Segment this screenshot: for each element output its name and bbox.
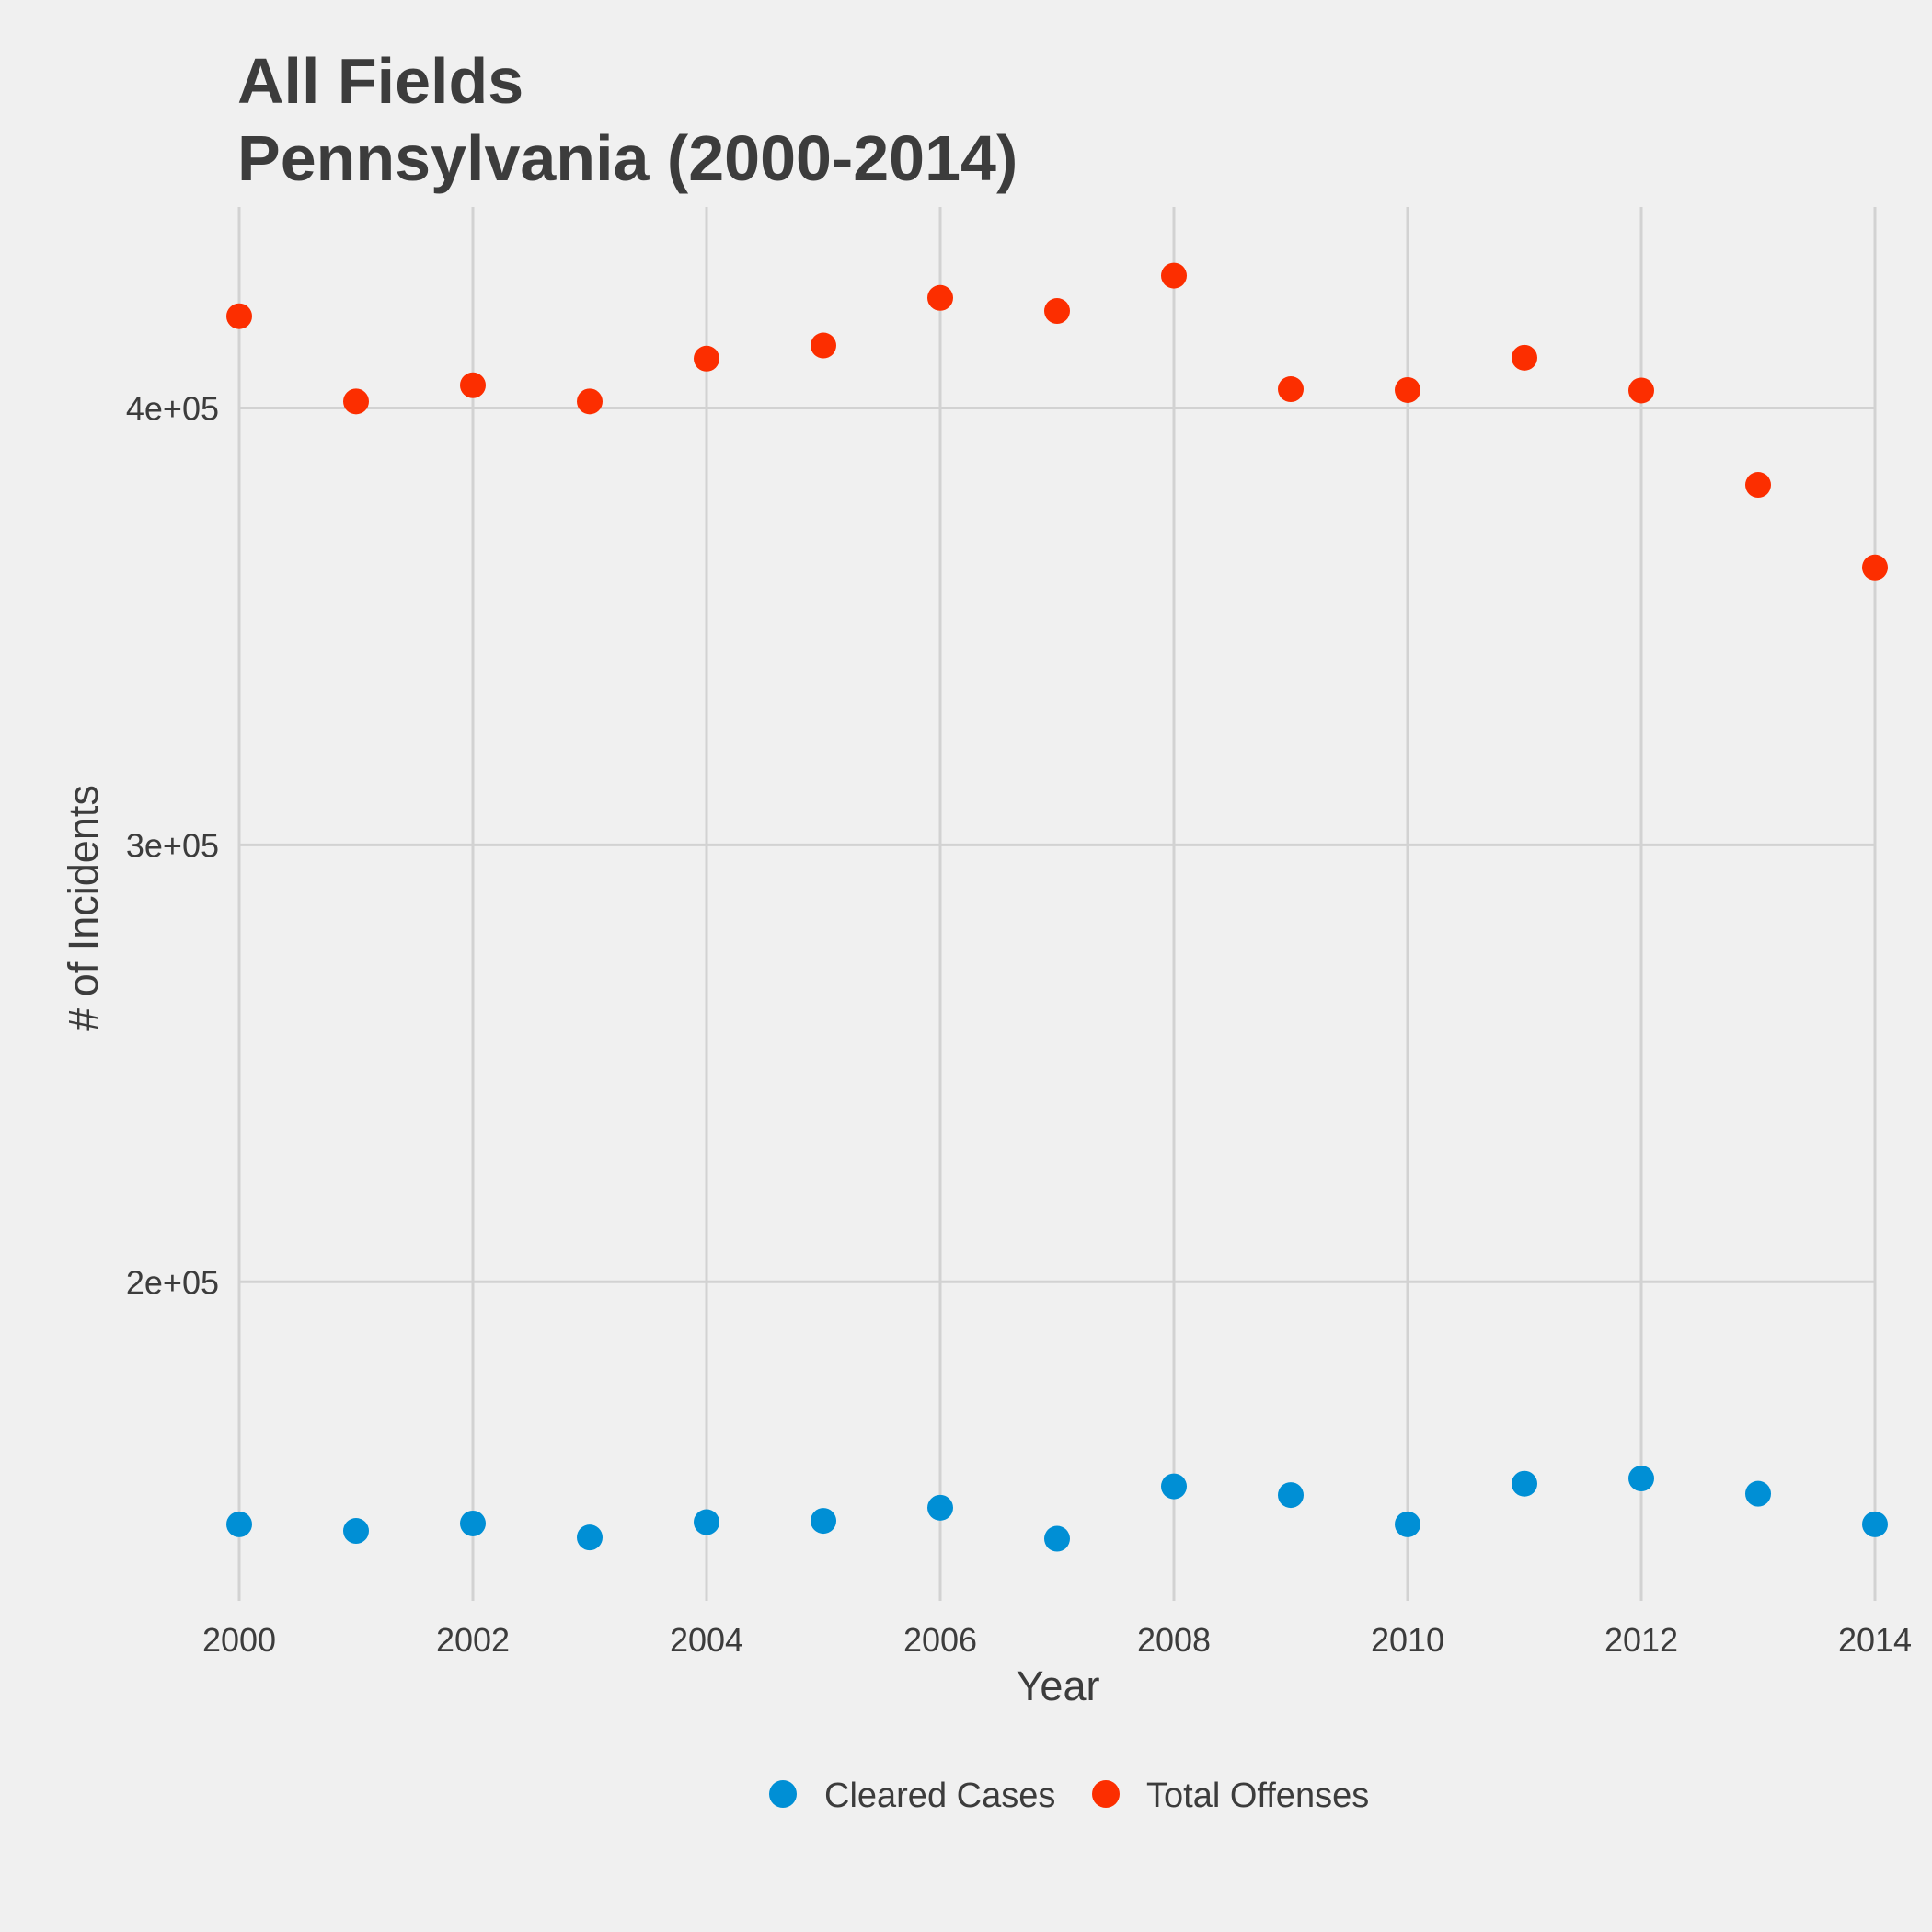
series-total-offenses <box>226 262 1888 581</box>
x-tick-label-2002: 2002 <box>436 1621 510 1659</box>
legend: Cleared Cases Total Offenses <box>769 1777 1369 1815</box>
point-total-offenses-2003 <box>577 388 603 415</box>
point-total-offenses-2006 <box>927 284 953 311</box>
x-axis-ticks: 2000 2002 2004 2006 2008 2010 2012 2014 <box>202 1621 1912 1659</box>
point-total-offenses-2001 <box>343 388 369 415</box>
point-cleared-cases-2007 <box>1044 1525 1070 1552</box>
point-cleared-cases-2002 <box>460 1510 486 1536</box>
legend-swatch-cleared-cases <box>769 1780 797 1808</box>
data-points <box>226 262 1888 1552</box>
point-cleared-cases-2001 <box>343 1518 369 1545</box>
x-tick-label-2010: 2010 <box>1371 1621 1444 1659</box>
y-axis-title: # of Incidents <box>60 785 107 1031</box>
series-cleared-cases <box>226 1466 1888 1552</box>
point-total-offenses-2012 <box>1628 377 1654 404</box>
point-cleared-cases-2009 <box>1278 1482 1304 1509</box>
point-total-offenses-2013 <box>1745 472 1771 499</box>
point-total-offenses-2002 <box>460 372 486 398</box>
y-tick-label-200000: 2e+05 <box>126 1263 219 1301</box>
legend-label-cleared-cases: Cleared Cases <box>824 1777 1055 1815</box>
point-cleared-cases-2013 <box>1745 1480 1771 1507</box>
point-cleared-cases-2004 <box>694 1509 719 1535</box>
x-tick-label-2006: 2006 <box>903 1621 977 1659</box>
point-total-offenses-2010 <box>1395 376 1420 403</box>
x-tick-label-2000: 2000 <box>202 1621 276 1659</box>
point-total-offenses-2005 <box>811 332 836 359</box>
point-total-offenses-2009 <box>1278 376 1304 403</box>
point-cleared-cases-2000 <box>226 1511 252 1537</box>
point-cleared-cases-2008 <box>1161 1473 1187 1500</box>
legend-item-total-offenses: Total Offenses <box>1092 1777 1369 1815</box>
chart-subtitle: Pennsylvania (2000-2014) <box>237 122 1018 194</box>
y-tick-label-400000: 4e+05 <box>126 389 219 427</box>
point-cleared-cases-2011 <box>1512 1470 1537 1497</box>
point-cleared-cases-2014 <box>1862 1511 1888 1537</box>
x-tick-label-2014: 2014 <box>1838 1621 1912 1659</box>
point-total-offenses-2007 <box>1044 298 1070 325</box>
legend-swatch-total-offenses <box>1092 1780 1120 1808</box>
point-total-offenses-2000 <box>226 303 252 329</box>
x-tick-label-2012: 2012 <box>1604 1621 1678 1659</box>
point-total-offenses-2004 <box>694 345 719 372</box>
gridlines <box>237 207 1877 1601</box>
point-cleared-cases-2005 <box>811 1508 836 1535</box>
point-total-offenses-2014 <box>1862 554 1888 581</box>
legend-item-cleared-cases: Cleared Cases <box>769 1777 1055 1815</box>
y-tick-label-300000: 3e+05 <box>126 826 219 864</box>
point-cleared-cases-2003 <box>577 1524 603 1551</box>
point-cleared-cases-2006 <box>927 1494 953 1521</box>
chart-title: All Fields <box>237 45 523 117</box>
point-total-offenses-2011 <box>1512 344 1537 371</box>
x-tick-label-2004: 2004 <box>670 1621 743 1659</box>
point-cleared-cases-2010 <box>1395 1511 1420 1537</box>
legend-label-total-offenses: Total Offenses <box>1146 1777 1369 1815</box>
point-cleared-cases-2012 <box>1628 1466 1654 1492</box>
x-axis-title: Year <box>1017 1662 1100 1709</box>
point-total-offenses-2008 <box>1161 262 1187 289</box>
x-tick-label-2008: 2008 <box>1137 1621 1211 1659</box>
y-axis-ticks: 2e+05 3e+05 4e+05 <box>126 389 219 1301</box>
